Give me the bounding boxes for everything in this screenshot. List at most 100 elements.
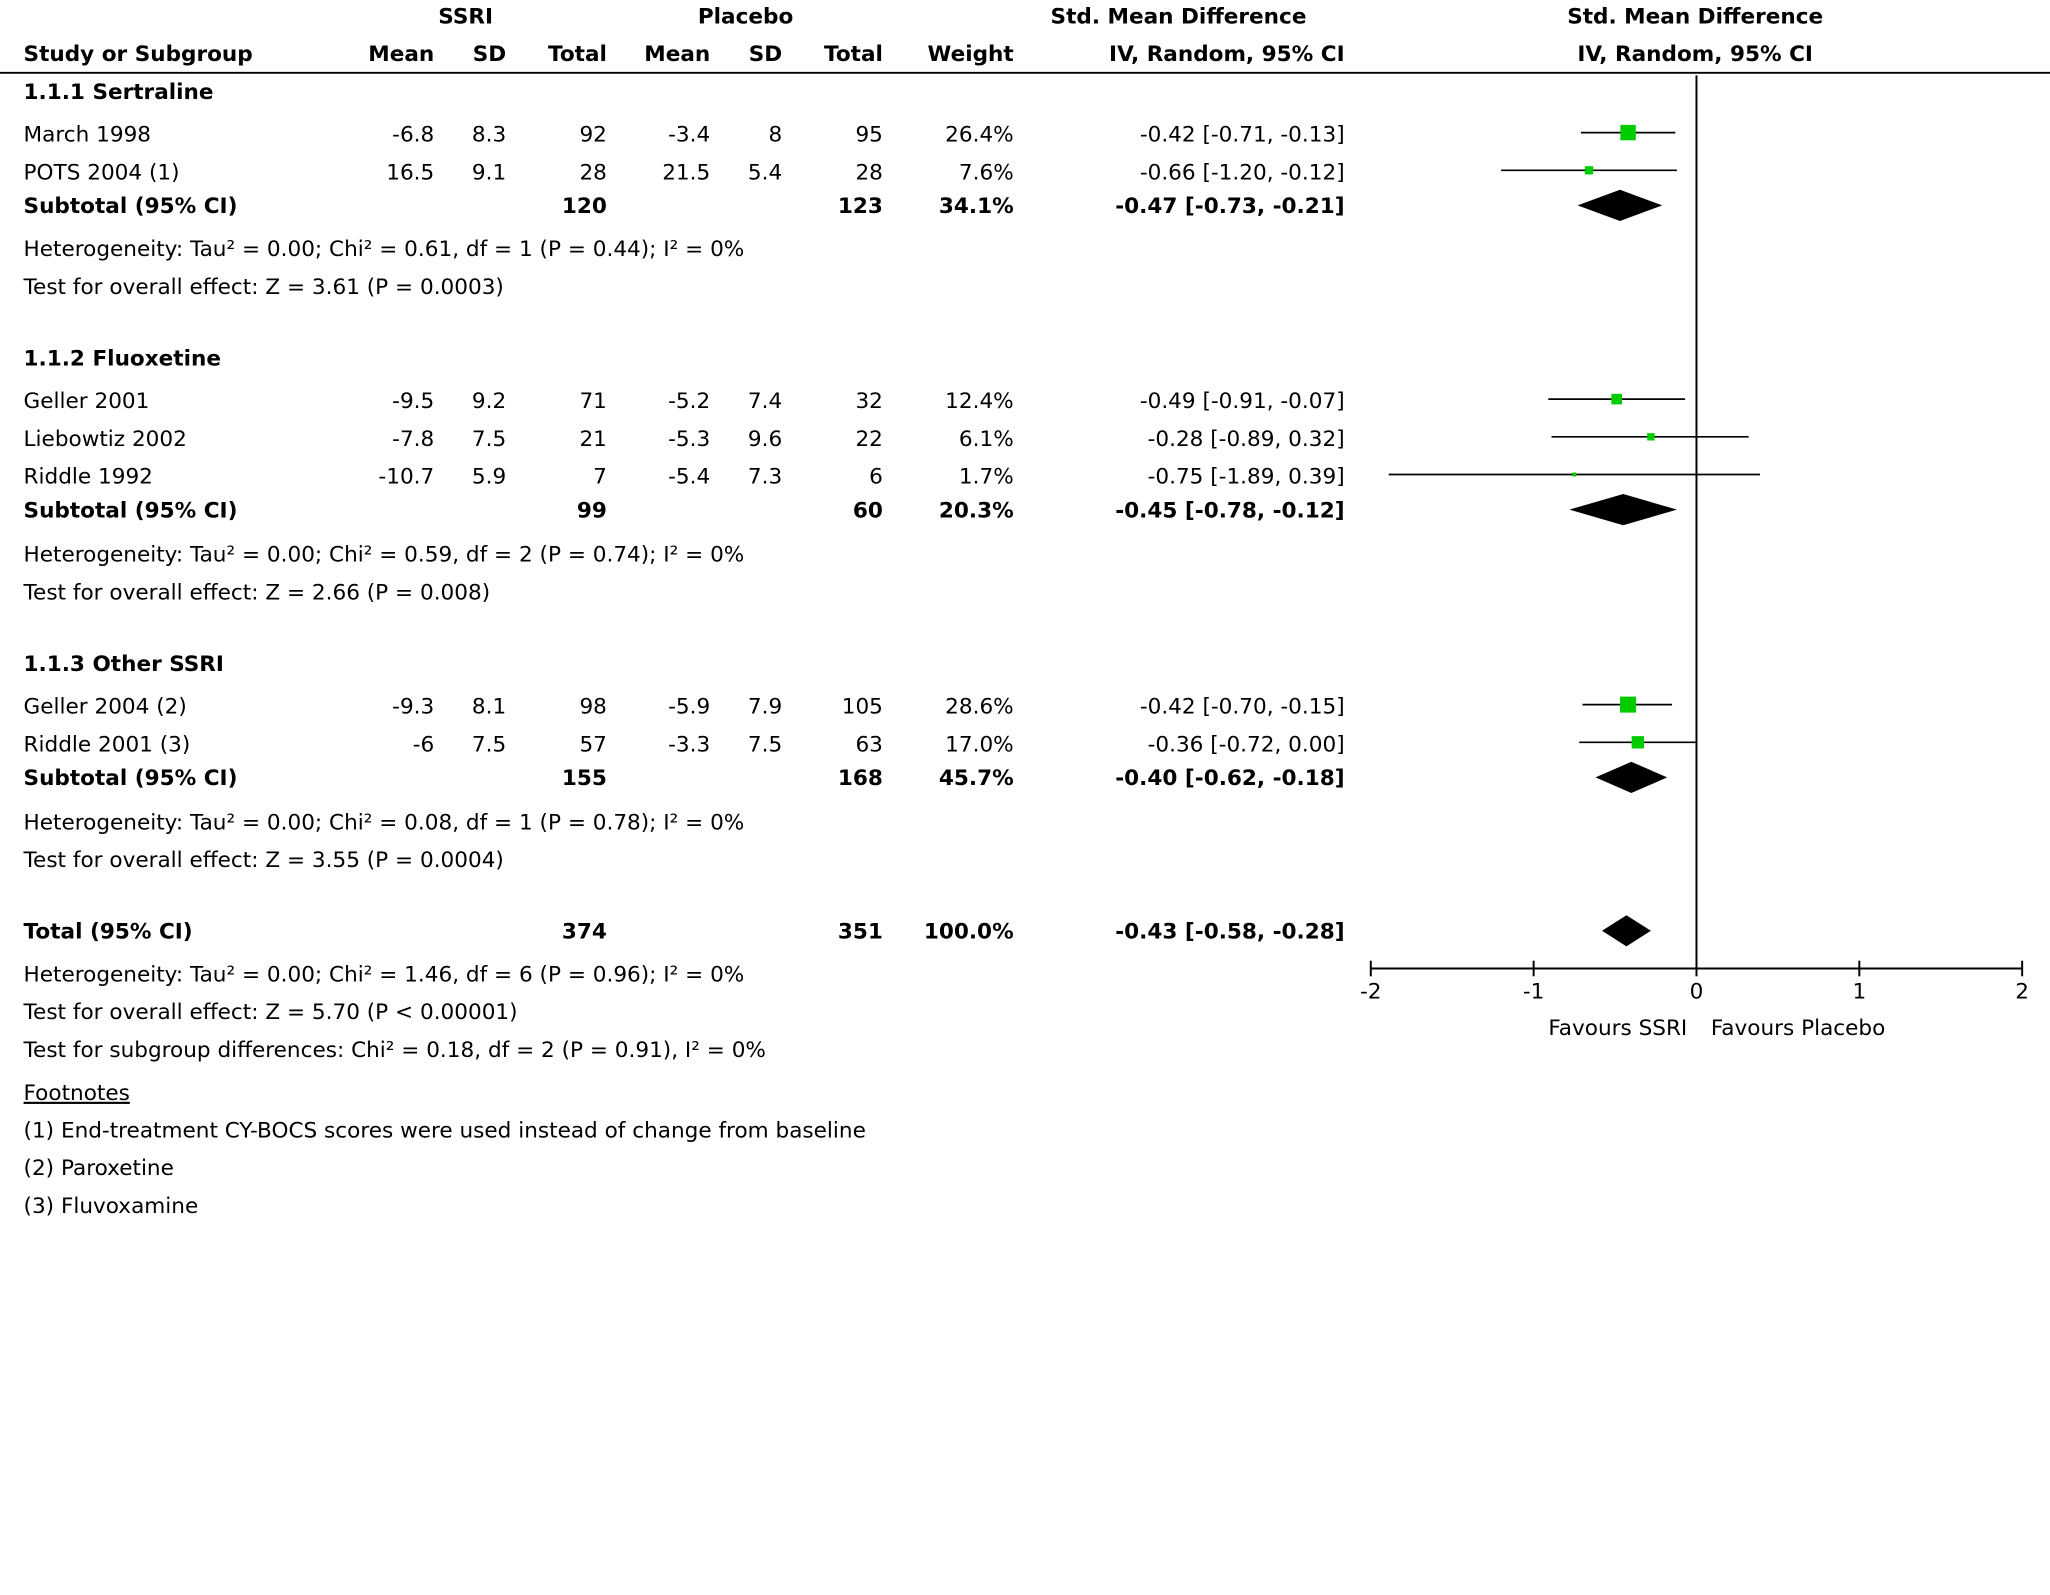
x-tick-label: -2 <box>1360 979 1382 1004</box>
effect-ci-cell: -0.66 [-1.20, -0.12] <box>1140 160 1345 185</box>
ssri-total-header: Total <box>548 42 607 67</box>
weight-cell: 17.0% <box>945 732 1014 757</box>
effect-ci-cell: -0.36 [-0.72, 0.00] <box>1148 732 1345 757</box>
study-marker <box>1620 124 1636 141</box>
study-name: Liebowtiz 2002 <box>24 427 187 452</box>
study-marker <box>1647 433 1655 441</box>
total-label: Total (95% CI) <box>24 920 193 945</box>
effect-ci-cell: -0.49 [-0.91, -0.07] <box>1140 389 1345 414</box>
weight-cell: 12.4% <box>945 389 1014 414</box>
placebo-total-cell: 123 <box>838 194 883 219</box>
ssri-total-cell: 57 <box>579 732 606 757</box>
footnote-item: (3) Fluvoxamine <box>24 1194 199 1219</box>
favours-ssri-label: Favours SSRI <box>1548 1016 1687 1041</box>
footnote-item: (1) End-treatment CY-BOCS scores were us… <box>24 1119 866 1144</box>
placebo-sd-cell: 9.6 <box>748 427 782 452</box>
placebo-mean-header: Mean <box>644 42 710 67</box>
placebo-sd-cell: 7.4 <box>748 389 782 414</box>
ssri-mean-cell: -7.8 <box>392 427 434 452</box>
effect-ci-cell: -0.42 [-0.70, -0.15] <box>1140 695 1345 720</box>
subtotal-label: Subtotal (95% CI) <box>24 194 238 219</box>
ssri-mean-cell: -6.8 <box>392 123 434 148</box>
weight-cell: 100.0% <box>924 920 1014 945</box>
placebo-total-cell: 105 <box>842 695 883 720</box>
weight-header: Weight <box>928 42 1014 67</box>
placebo-mean-cell: -3.3 <box>668 732 710 757</box>
placebo-total-cell: 32 <box>855 389 882 414</box>
ssri-sd-cell: 9.1 <box>472 160 506 185</box>
ssri-sd-cell: 7.5 <box>472 732 506 757</box>
plot-area: -2 -1 0 1 2 <box>1360 75 2029 1004</box>
placebo-total-header: Total <box>824 42 883 67</box>
ssri-sd-cell: 8.3 <box>472 123 506 148</box>
placebo-sd-cell: 7.9 <box>748 695 782 720</box>
ssri-mean-header: Mean <box>368 42 434 67</box>
ssri-total-cell: 28 <box>579 160 606 185</box>
plot-method-header: IV, Random, 95% CI <box>1577 42 1813 67</box>
x-tick-label: 1 <box>1852 979 1866 1004</box>
study-name: POTS 2004 (1) <box>24 160 180 185</box>
subgroup-heading: 1.1.2 Fluoxetine <box>24 346 221 371</box>
ssri-mean-cell: -9.5 <box>392 389 434 414</box>
subtotal-diamond <box>1569 493 1677 526</box>
ssri-total-cell: 98 <box>579 695 606 720</box>
effect-ci-cell: -0.40 [-0.62, -0.18] <box>1115 766 1344 791</box>
placebo-mean-cell: 21.5 <box>662 160 710 185</box>
table-rows: 1.1.1 Sertraline March 1998 -6.8 8.3 92 -3.4 8… <box>23 80 1345 1063</box>
plot-title: Std. Mean Difference <box>1567 4 1823 29</box>
overall-effect-text: Test for overall effect: Z = 3.61 (P = 0… <box>23 275 504 300</box>
placebo-mean-cell: -5.3 <box>668 427 710 452</box>
ssri-sd-cell: 9.2 <box>472 389 506 414</box>
study-name: Riddle 1992 <box>24 465 153 490</box>
weight-cell: 7.6% <box>959 160 1014 185</box>
placebo-mean-cell: -5.2 <box>668 389 710 414</box>
x-tick-label: -1 <box>1523 979 1545 1004</box>
ssri-total-cell: 71 <box>579 389 606 414</box>
footnotes: Footnotes (1) End-treatment CY-BOCS score… <box>24 1081 866 1219</box>
study-marker <box>1572 472 1577 477</box>
overall-effect-text: Test for overall effect: Z = 2.66 (P = 0… <box>23 580 491 605</box>
study-name: Geller 2004 (2) <box>24 695 187 720</box>
ssri-mean-cell: 16.5 <box>386 160 434 185</box>
effect-method-header: IV, Random, 95% CI <box>1109 42 1345 67</box>
weight-cell: 45.7% <box>939 766 1014 791</box>
placebo-total-cell: 60 <box>853 498 883 523</box>
subtotal-diamond <box>1595 761 1668 793</box>
heterogeneity-text: Heterogeneity: Tau² = 0.00; Chi² = 0.61,… <box>24 237 745 262</box>
subgroup-heading: 1.1.1 Sertraline <box>24 80 214 105</box>
subgroup-differences-text: Test for subgroup differences: Chi² = 0.… <box>23 1038 766 1063</box>
ssri-total-cell: 92 <box>579 123 606 148</box>
effect-ci-cell: -0.47 [-0.73, -0.21] <box>1115 194 1344 219</box>
total-heterogeneity-text: Heterogeneity: Tau² = 0.00; Chi² = 1.46,… <box>24 963 745 988</box>
ssri-total-cell: 374 <box>562 920 607 945</box>
ssri-sd-cell: 5.9 <box>472 465 506 490</box>
weight-cell: 1.7% <box>959 465 1014 490</box>
weight-cell: 20.3% <box>939 498 1014 523</box>
ssri-total-cell: 155 <box>562 766 607 791</box>
heterogeneity-text: Heterogeneity: Tau² = 0.00; Chi² = 0.08,… <box>24 810 745 835</box>
effect-column-title: Std. Mean Difference <box>1051 4 1307 29</box>
placebo-total-cell: 6 <box>869 465 883 490</box>
ssri-sd-cell: 8.1 <box>472 695 506 720</box>
weight-cell: 6.1% <box>959 427 1014 452</box>
study-name: Geller 2001 <box>24 389 150 414</box>
study-marker <box>1631 736 1645 749</box>
placebo-sd-cell: 7.5 <box>748 732 782 757</box>
overall-effect-text: Test for overall effect: Z = 3.55 (P = 0… <box>23 848 504 873</box>
ssri-total-cell: 21 <box>579 427 606 452</box>
placebo-mean-cell: -5.4 <box>668 465 710 490</box>
ssri-sd-header: SD <box>473 42 506 67</box>
effect-ci-cell: -0.43 [-0.58, -0.28] <box>1115 920 1344 945</box>
ssri-total-cell: 99 <box>577 498 607 523</box>
heterogeneity-text: Heterogeneity: Tau² = 0.00; Chi² = 0.59,… <box>24 543 745 568</box>
effect-ci-cell: -0.45 [-0.78, -0.12] <box>1115 498 1344 523</box>
ssri-mean-cell: -10.7 <box>378 465 434 490</box>
ssri-total-cell: 120 <box>562 194 607 219</box>
x-tick-label: 2 <box>2015 979 2029 1004</box>
footnote-item: (2) Paroxetine <box>24 1156 174 1181</box>
placebo-total-cell: 22 <box>855 427 882 452</box>
x-tick-label: 0 <box>1690 979 1704 1004</box>
weight-cell: 28.6% <box>945 695 1014 720</box>
placebo-total-cell: 168 <box>838 766 883 791</box>
